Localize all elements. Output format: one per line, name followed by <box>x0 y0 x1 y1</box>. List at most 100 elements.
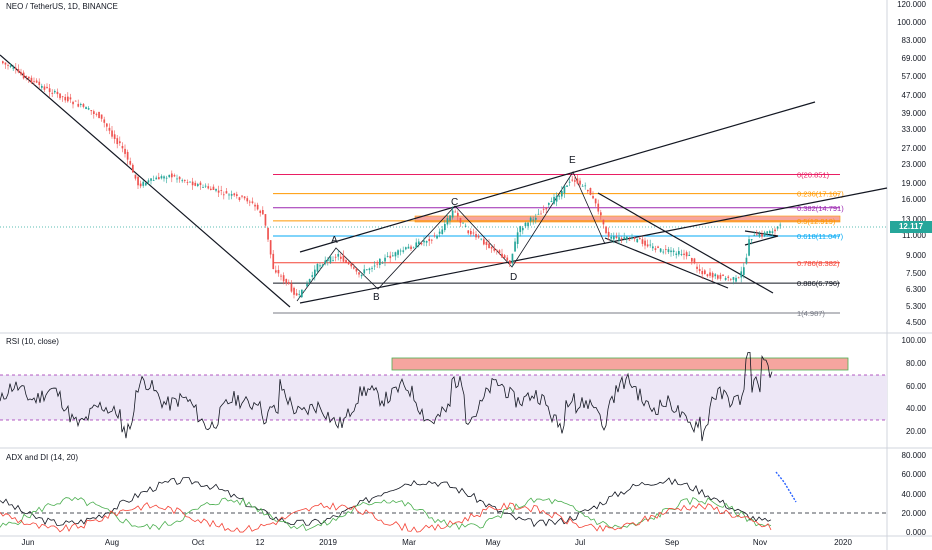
candle-body <box>124 148 126 154</box>
wave-label: B <box>373 292 380 303</box>
candle-body <box>20 72 22 75</box>
price-tick-label: 83.000 <box>901 35 926 45</box>
candle-body <box>657 246 659 248</box>
candle-body <box>462 222 464 224</box>
candle-body <box>48 88 51 93</box>
candle-body <box>561 191 563 197</box>
candle-body <box>254 204 256 207</box>
candle-body <box>558 195 561 197</box>
candle-body <box>77 103 80 107</box>
candle-body <box>659 248 662 252</box>
candle-body <box>311 275 314 277</box>
candle-body <box>665 248 667 250</box>
candle-body <box>579 180 581 185</box>
candle-body <box>347 262 350 265</box>
candle-body <box>7 64 9 66</box>
price-tick-label: 5.300 <box>905 302 926 312</box>
candle-body <box>329 256 332 263</box>
trend-lines <box>0 54 888 308</box>
candle-body <box>345 260 347 263</box>
candle-body <box>241 195 243 197</box>
candle-body <box>259 210 262 213</box>
time-tick-label: Jun <box>21 538 35 547</box>
trend-line <box>299 101 816 253</box>
candle-body <box>496 249 498 251</box>
candle-body <box>405 247 407 250</box>
candle-body <box>535 217 537 220</box>
candle-body <box>236 194 238 196</box>
candle-body <box>386 256 389 257</box>
candle-body <box>662 251 665 253</box>
trend-line <box>744 235 779 246</box>
candle-body <box>189 181 191 183</box>
candle-body <box>321 264 324 267</box>
candle-body <box>41 85 43 88</box>
candle-body <box>503 255 506 258</box>
candle-body <box>620 238 623 240</box>
candle-body <box>126 151 129 160</box>
candle-body <box>542 209 545 211</box>
candle-body <box>714 274 717 277</box>
candle-body <box>670 250 672 253</box>
candle-body <box>121 146 124 149</box>
candle-body <box>623 237 626 239</box>
candle-body <box>215 188 217 191</box>
candle-body <box>119 141 121 144</box>
price-tick-label: 4.500 <box>905 318 926 327</box>
candle-body <box>763 232 766 236</box>
candle-body <box>761 233 763 237</box>
candle-body <box>332 260 334 261</box>
candle-body <box>9 65 12 67</box>
candle-body <box>72 101 74 105</box>
candle-body <box>113 134 116 139</box>
candle-body <box>238 197 241 201</box>
candle-body <box>181 180 184 182</box>
candle-body <box>54 90 56 93</box>
candle-body <box>717 275 719 279</box>
candle-body <box>415 242 418 249</box>
candle-body <box>743 267 745 275</box>
candle-body <box>758 233 761 237</box>
candle-body <box>212 186 215 191</box>
candle-body <box>449 215 451 221</box>
fib-label: 0.5(12.919) <box>797 217 836 226</box>
candle-body <box>693 258 696 263</box>
candle-body <box>90 110 93 112</box>
candle-body <box>727 276 730 278</box>
candle-body <box>306 283 308 287</box>
trend-line <box>299 187 888 304</box>
price-tick-label: 57.000 <box>901 72 926 82</box>
candle-body <box>12 67 15 69</box>
candle-body <box>389 255 392 259</box>
candle-body <box>753 235 756 236</box>
candle-body <box>176 178 178 180</box>
adx-tick-label: 0.000 <box>905 528 926 537</box>
fib-levels: 0(20.851) 0.236(17.107) 0.382(14.791) 0.5(1… <box>273 170 844 318</box>
candle-body <box>275 270 277 273</box>
candle-body <box>516 232 519 244</box>
candle-body <box>230 194 233 196</box>
candle-body <box>324 260 327 264</box>
time-tick-label: 12 <box>255 538 265 547</box>
candle-body <box>522 227 524 231</box>
candle-body <box>379 258 381 266</box>
candle-body <box>423 240 425 243</box>
trend-line <box>0 54 291 308</box>
rsi-tick-label: 60.00 <box>905 381 926 391</box>
candle-body <box>592 196 594 199</box>
candle-body <box>207 186 210 189</box>
candle-body <box>269 240 272 255</box>
candle-body <box>129 161 132 165</box>
candle-body <box>392 255 394 257</box>
candle-body <box>340 256 342 259</box>
candle-body <box>2 61 4 64</box>
candle-body <box>615 236 618 238</box>
price-tick-label: 27.000 <box>901 144 926 154</box>
current-price-badge: 12.117 <box>890 221 932 233</box>
candle-body <box>425 240 428 243</box>
candle-body <box>451 210 454 218</box>
candle-body <box>576 178 579 184</box>
candle-body <box>223 194 225 196</box>
